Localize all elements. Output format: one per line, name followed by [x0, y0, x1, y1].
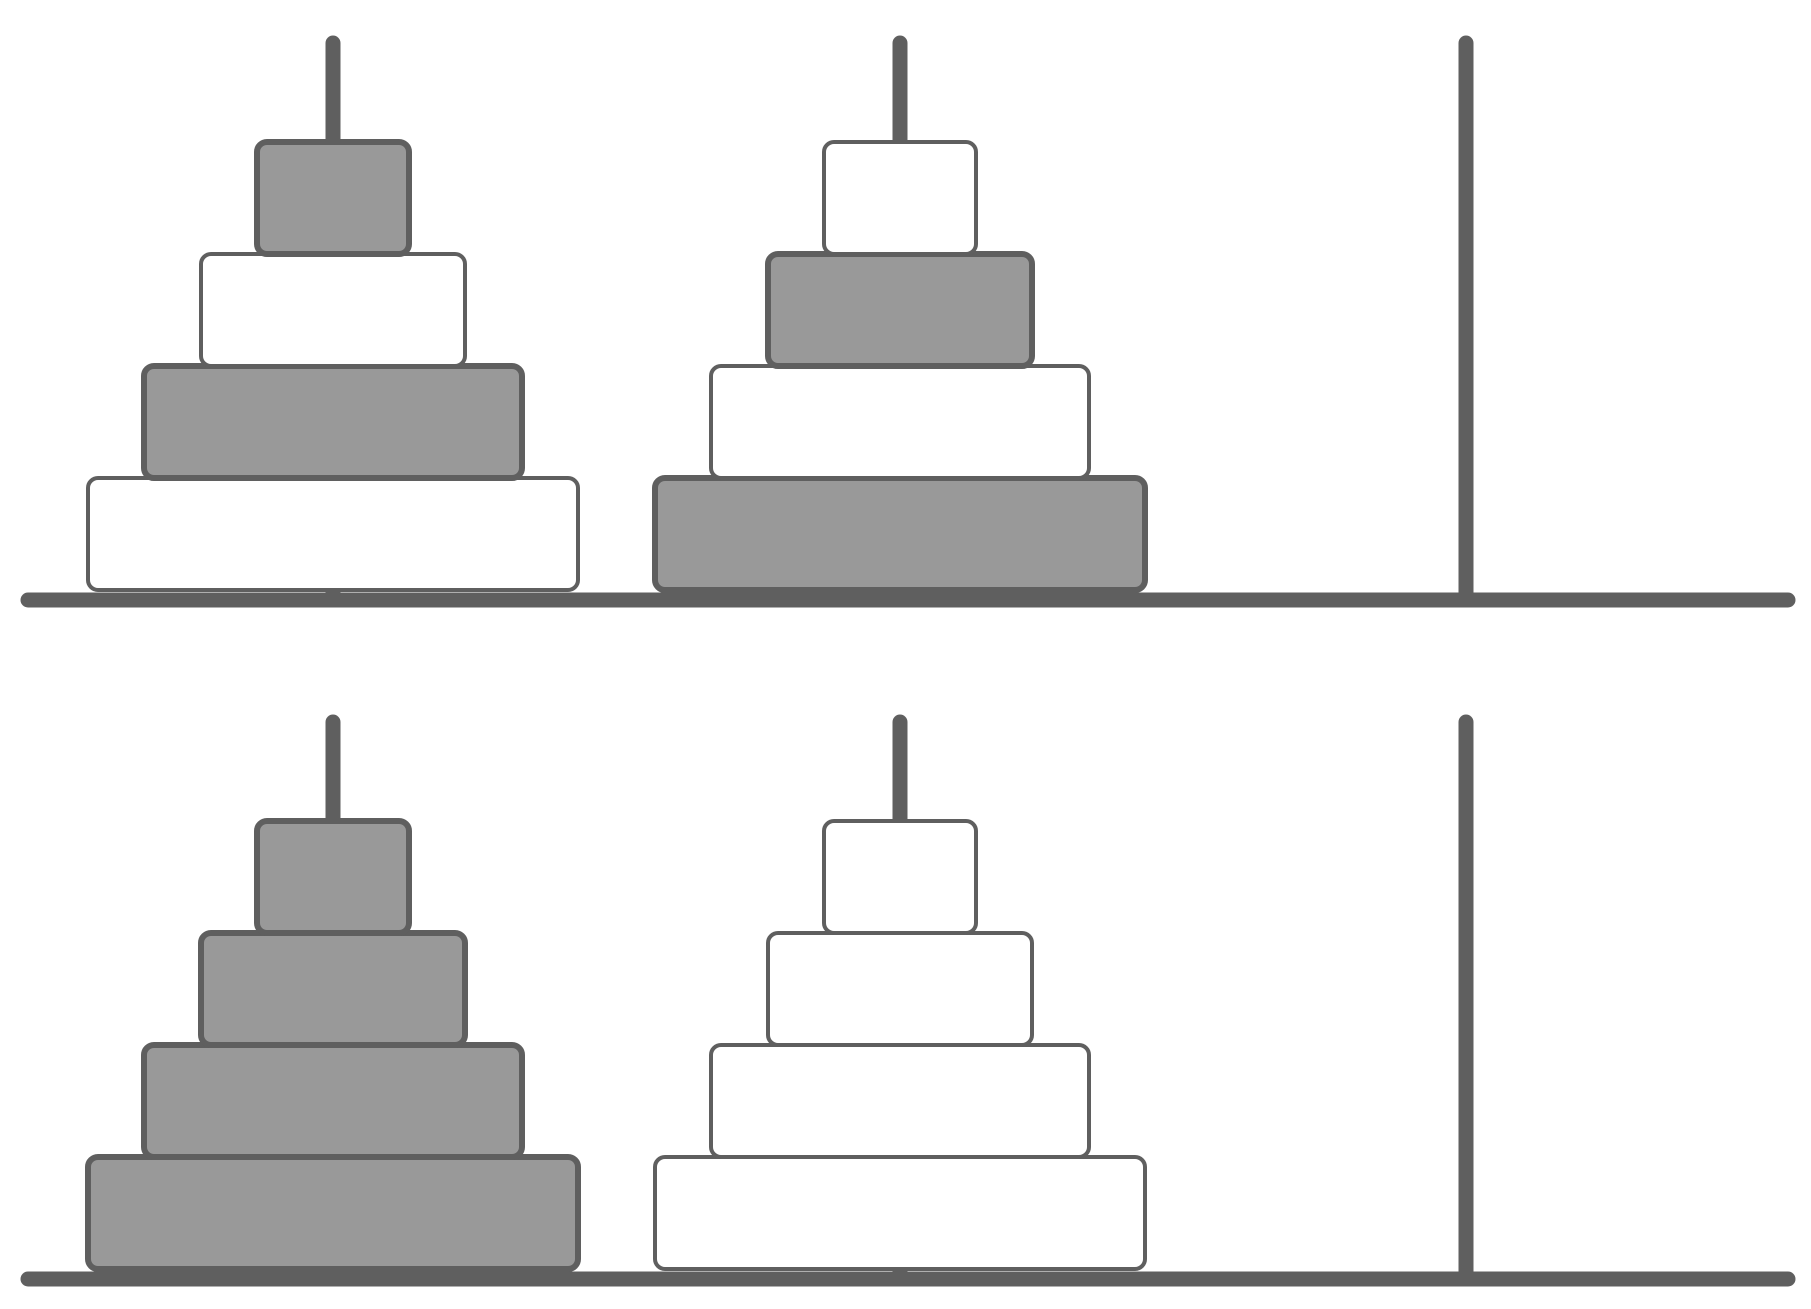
shaded-disk-size-4 [85, 1154, 581, 1272]
bottom-panel [20, 714, 1796, 1287]
shaded-disk-size-3 [141, 363, 525, 481]
white-disk-size-2 [766, 931, 1034, 1047]
white-disk-size-4 [86, 476, 580, 592]
shaded-disk-size-2 [765, 251, 1035, 369]
white-disk-size-1 [822, 140, 978, 256]
shaded-disk-size-1 [254, 139, 412, 257]
top-panel [20, 35, 1796, 608]
white-disk-size-4 [653, 1155, 1147, 1271]
white-disk-size-3 [709, 364, 1091, 480]
white-disk-size-2 [199, 252, 467, 368]
shaded-disk-size-2 [198, 930, 468, 1048]
white-disk-size-1 [822, 819, 978, 935]
shaded-disk-size-4 [652, 475, 1148, 593]
shaded-disk-size-3 [141, 1042, 525, 1160]
white-disk-size-3 [709, 1043, 1091, 1159]
shaded-disk-size-1 [254, 818, 412, 936]
